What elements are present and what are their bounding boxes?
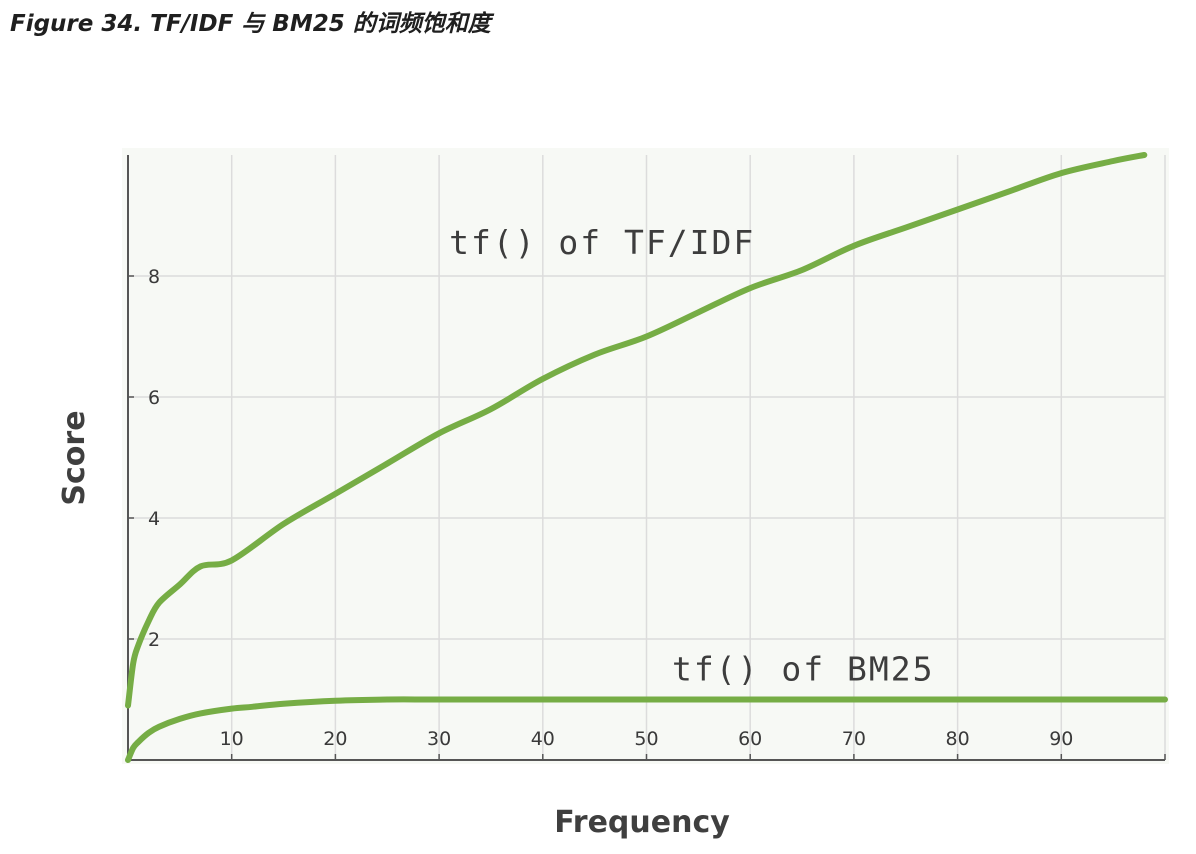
- x-tick-label: 40: [531, 728, 555, 750]
- x-tick-label: 10: [220, 728, 244, 750]
- series-lines: [125, 152, 1168, 763]
- y-axis-label: Score: [57, 410, 92, 505]
- grid: [128, 155, 1166, 760]
- series-line-bm25: [125, 696, 1168, 763]
- series-annotation-bm25: tf() of BM25: [672, 649, 934, 688]
- x-axis-label: Frequency: [554, 805, 730, 840]
- ticks: 10 20 30 40 50 60 70 80 90 2 4 6 8: [128, 266, 1166, 760]
- x-tick-label: 50: [634, 728, 658, 750]
- x-tick-label: 70: [842, 728, 866, 750]
- plot-area: [122, 148, 1169, 764]
- x-tick-label: 30: [427, 728, 451, 750]
- x-tick-label: 60: [738, 728, 762, 750]
- series-annotation-tfidf: tf() of TF/IDF: [449, 223, 755, 262]
- series-line-tfidf: [125, 152, 1148, 709]
- y-tick-label: 4: [148, 508, 160, 530]
- y-tick-label: 2: [148, 629, 160, 651]
- annotations: tf() of TF/IDF tf() of BM25: [449, 223, 934, 689]
- y-tick-label: 6: [148, 387, 160, 409]
- figure-caption: Figure 34. TF/IDF 与 BM25 的词频饱和度: [10, 11, 491, 37]
- y-tick-label: 8: [148, 266, 160, 288]
- x-tick-label: 80: [946, 728, 970, 750]
- x-tick-label: 20: [323, 728, 347, 750]
- x-tick-label: 90: [1049, 728, 1073, 750]
